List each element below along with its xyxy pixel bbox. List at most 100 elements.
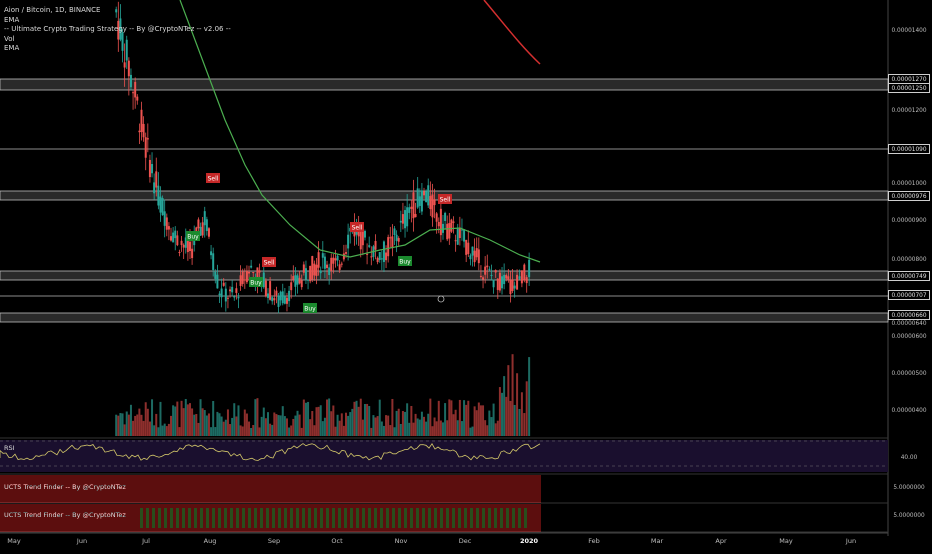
candle-body: [523, 264, 526, 281]
volume-bar: [332, 405, 335, 436]
candle-body: [479, 275, 482, 277]
candle-body: [323, 256, 326, 269]
volume-bar: [505, 396, 508, 436]
volume-bar: [121, 413, 124, 436]
trend-green-bar: [326, 508, 329, 528]
volume-bar: [199, 399, 202, 436]
signal-buy[interactable]: Buy: [303, 303, 317, 313]
volume-bar: [420, 411, 423, 436]
candle-body: [488, 268, 491, 270]
candle-body: [298, 277, 301, 284]
ema-long-line: [483, 0, 541, 65]
volume-bar: [357, 406, 360, 436]
signal-buy[interactable]: Buy: [398, 256, 412, 266]
axis-label-500: 0.00000500: [891, 371, 927, 377]
candle-body: [250, 265, 253, 268]
candle-body: [256, 267, 259, 284]
candle-body: [304, 268, 307, 280]
candle-body: [486, 265, 489, 268]
trend-finder-2-title[interactable]: UCTS Trend Finder -- By @CryptoNTez: [4, 511, 126, 519]
trend-finder-1-title[interactable]: UCTS Trend Finder -- By @CryptoNTez: [4, 483, 126, 491]
volume-bar: [492, 403, 495, 436]
candle-body: [243, 279, 246, 281]
candle-body: [273, 298, 276, 301]
volume-bar: [302, 399, 305, 436]
rsi-title[interactable]: RSI: [4, 444, 15, 452]
volume-bar: [283, 416, 286, 436]
volume-bar: [262, 407, 265, 436]
candle-body: [159, 196, 162, 213]
volume-bar: [193, 414, 196, 436]
legend-volume[interactable]: Vol: [4, 34, 15, 43]
candle-body: [155, 171, 158, 188]
trend-green-bar: [302, 508, 305, 528]
signal-sell[interactable]: Sell: [206, 173, 220, 183]
signal-box: [262, 257, 276, 267]
volume-bar: [146, 408, 149, 436]
ema-short-line: [179, 0, 541, 263]
signal-sell[interactable]: Sell: [438, 194, 452, 204]
legend-ema-2[interactable]: EMA: [4, 44, 20, 52]
trend-green-bar: [194, 508, 197, 528]
candle-body: [176, 235, 179, 246]
signal-label: Buy: [250, 279, 262, 286]
legend-symbol[interactable]: Aion / Bitcoin, 1D, BINANCE: [4, 6, 101, 14]
candle-body: [288, 290, 291, 302]
volume-bar: [203, 410, 206, 436]
trend-green-bar: [524, 508, 527, 528]
candle-body: [494, 270, 497, 273]
signal-sell[interactable]: Sell: [350, 222, 364, 232]
candle-body: [184, 237, 187, 248]
candle-body: [136, 96, 139, 101]
candle-body: [501, 276, 504, 289]
candle-body: [441, 223, 444, 233]
volume-bar: [296, 410, 299, 436]
signal-buy[interactable]: Buy: [249, 277, 263, 287]
candle-body: [429, 196, 432, 210]
legend-ema[interactable]: EMA: [4, 15, 20, 24]
candle-body: [174, 230, 177, 239]
volume-bar: [205, 415, 208, 436]
signal-sell[interactable]: Sell: [262, 257, 276, 267]
trend-green-bar: [260, 508, 263, 528]
volume-bar: [523, 413, 526, 436]
volume-bar: [494, 423, 497, 436]
candle-body: [340, 263, 343, 265]
candle-body: [458, 227, 461, 238]
candle-body: [437, 221, 440, 227]
volume-bar: [309, 419, 312, 436]
trend-green-bar: [428, 508, 431, 528]
volume-bar: [382, 425, 385, 436]
candle-body: [231, 286, 234, 293]
candle-body: [313, 263, 316, 276]
candle-body: [359, 223, 362, 250]
volume-bar: [271, 424, 274, 436]
trend-green-bar: [500, 508, 503, 528]
candle-body: [144, 137, 147, 158]
volume-bar: [376, 416, 379, 436]
candle-body: [416, 188, 419, 208]
volume-bar: [119, 413, 122, 436]
candle-body: [378, 252, 381, 260]
candle-body: [281, 291, 284, 304]
volume-bar: [441, 422, 444, 436]
candle-body: [309, 265, 312, 282]
candle-body: [435, 213, 438, 222]
volume-bar: [138, 408, 141, 436]
candle-body: [279, 291, 282, 301]
volume-bar: [195, 413, 198, 436]
volume-bar: [389, 425, 392, 436]
candle-body: [241, 271, 244, 284]
candle-body: [484, 266, 487, 275]
volume-bar: [210, 427, 213, 436]
candle-body: [226, 297, 229, 299]
trend-green-bar: [272, 508, 275, 528]
volume-bar: [412, 422, 415, 436]
signal-buy[interactable]: Buy: [186, 231, 200, 241]
candle-body: [307, 279, 310, 281]
volume-bar: [437, 400, 440, 436]
volume-bar: [410, 405, 413, 436]
legend-strategy[interactable]: -- Ultimate Crypto Trading Strategy -- B…: [4, 25, 231, 33]
